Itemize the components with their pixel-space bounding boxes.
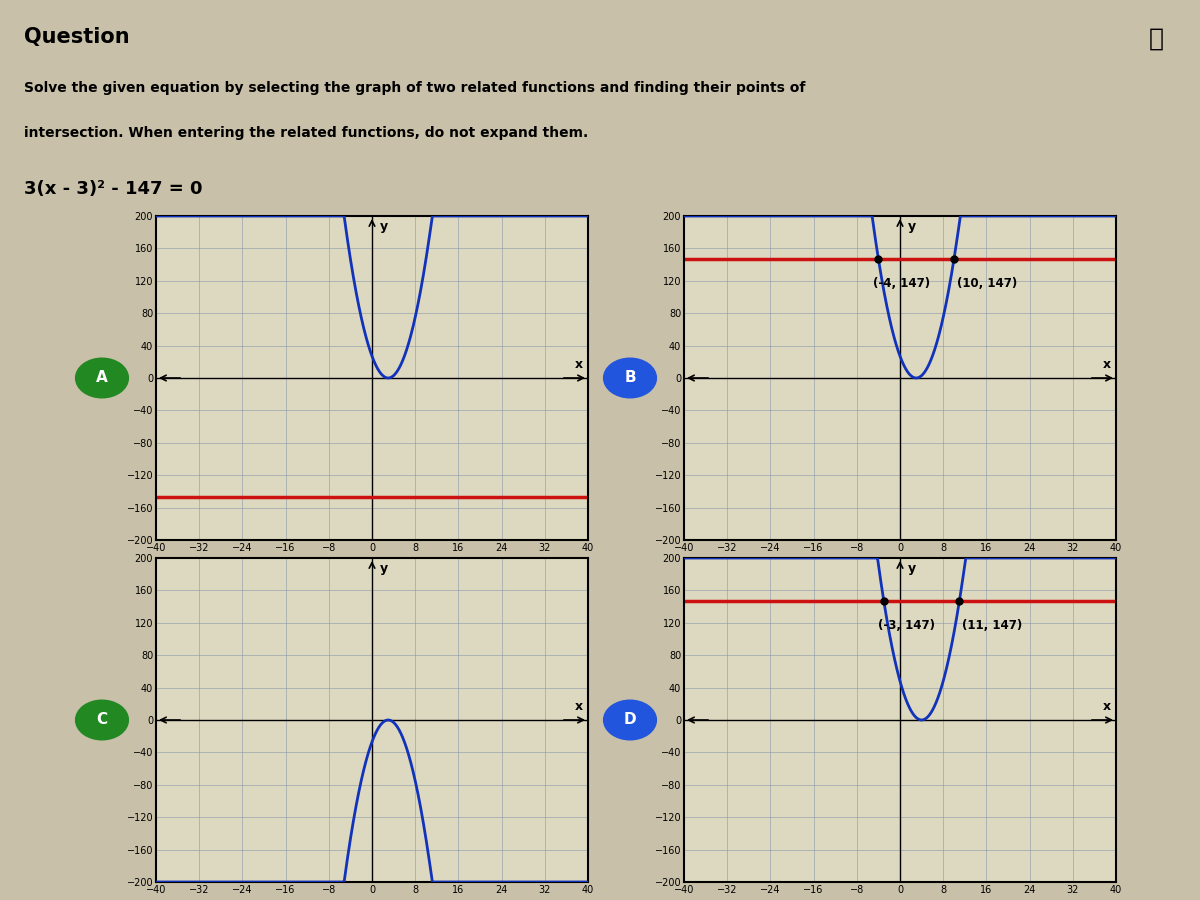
Text: Question: Question <box>24 27 130 47</box>
Text: 3(x - 3)² - 147 = 0: 3(x - 3)² - 147 = 0 <box>24 180 203 198</box>
Text: Solve the given equation by selecting the graph of two related functions and fin: Solve the given equation by selecting th… <box>24 81 805 95</box>
Text: (-3, 147): (-3, 147) <box>878 619 936 632</box>
Text: B: B <box>624 371 636 385</box>
Text: A: A <box>96 371 108 385</box>
Text: (-4, 147): (-4, 147) <box>874 277 930 290</box>
Text: (11, 147): (11, 147) <box>962 619 1022 632</box>
Text: intersection. When entering the related functions, do not expand them.: intersection. When entering the related … <box>24 126 588 140</box>
Text: x: x <box>575 700 583 714</box>
Text: y: y <box>908 220 917 233</box>
Text: D: D <box>624 713 636 727</box>
Text: x: x <box>1103 700 1111 714</box>
Text: (10, 147): (10, 147) <box>956 277 1016 290</box>
Text: y: y <box>380 220 389 233</box>
Text: ⎙: ⎙ <box>1150 27 1164 51</box>
Text: y: y <box>380 562 389 575</box>
Text: y: y <box>908 562 917 575</box>
Text: x: x <box>575 358 583 372</box>
Text: x: x <box>1103 358 1111 372</box>
Text: C: C <box>96 713 108 727</box>
